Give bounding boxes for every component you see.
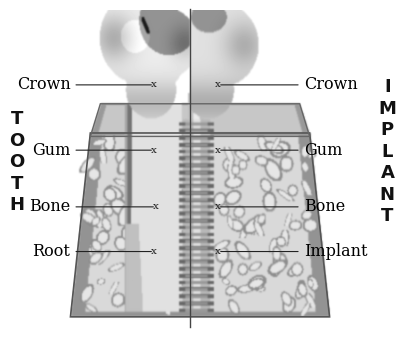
Text: Gum: Gum bbox=[221, 142, 342, 159]
Text: x: x bbox=[151, 80, 157, 89]
Text: T
O
O
T
H: T O O T H bbox=[9, 110, 24, 214]
Text: x: x bbox=[151, 247, 157, 256]
Text: Bone: Bone bbox=[221, 198, 345, 215]
Text: x: x bbox=[153, 203, 159, 211]
Text: x: x bbox=[151, 146, 157, 155]
Text: Gum: Gum bbox=[32, 142, 151, 159]
Text: Crown: Crown bbox=[221, 76, 357, 93]
Text: x: x bbox=[215, 146, 221, 155]
Text: Crown: Crown bbox=[17, 76, 151, 93]
Text: Root: Root bbox=[32, 243, 151, 260]
Text: x: x bbox=[215, 247, 221, 256]
Text: Bone: Bone bbox=[29, 198, 153, 215]
Text: x: x bbox=[215, 203, 221, 211]
Text: Implant: Implant bbox=[221, 243, 367, 260]
Text: I
M
P
L
A
N
T: I M P L A N T bbox=[378, 78, 396, 225]
Text: x: x bbox=[215, 80, 221, 89]
